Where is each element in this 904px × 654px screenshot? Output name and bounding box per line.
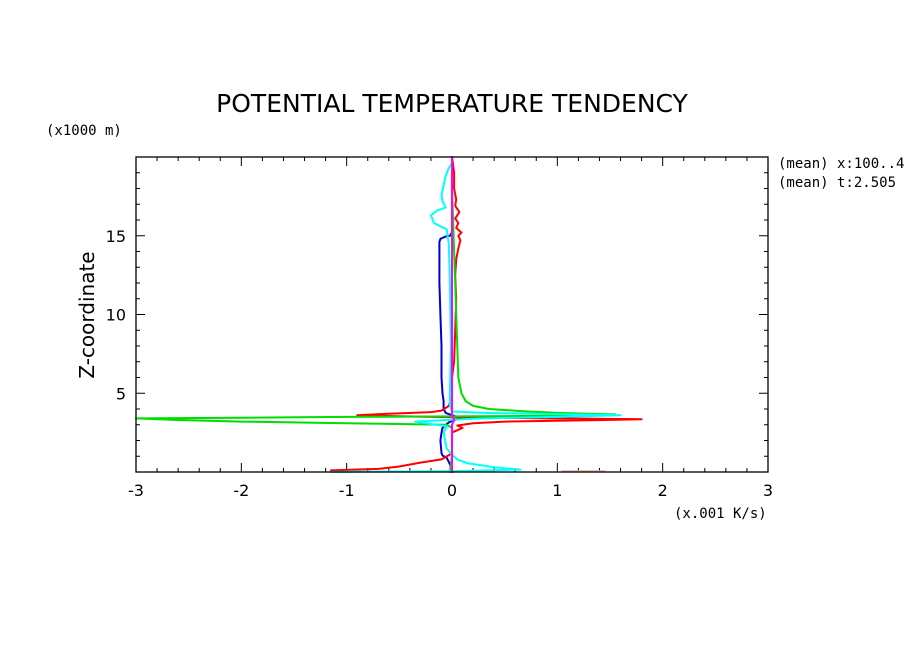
- x-tick-label: 2: [658, 481, 668, 500]
- x-tick-label: 3: [763, 481, 773, 500]
- x-tick-label: -3: [128, 481, 144, 500]
- plot-frame: [135, 156, 769, 473]
- series-line-2: [135, 156, 617, 473]
- x-axis-label: (x.001 K/s): [674, 506, 767, 522]
- annotation-t-mean: (mean) t:2.505: [778, 175, 896, 191]
- x-tick-label: 0: [447, 481, 457, 500]
- x-tick-label: -1: [339, 481, 355, 500]
- y-tick-label: 10: [106, 306, 126, 325]
- series-lines: [135, 156, 643, 473]
- chart-title: POTENTIAL TEMPERATURE TENDENCY: [216, 89, 688, 118]
- y-tick-label: 5: [116, 384, 126, 403]
- tick-labels: -3 -2 -1 0 1 2 3 5 10 15: [106, 227, 773, 500]
- annotation-x-mean: (mean) x:100..4: [778, 156, 904, 172]
- x-tick-label: -2: [233, 481, 249, 500]
- series-line-0: [438, 156, 462, 473]
- y-unit-label: (x1000 m): [46, 123, 122, 139]
- series-line-4: [451, 156, 456, 473]
- y-axis-label: Z-coordinate: [75, 251, 99, 378]
- series-line-3: [329, 162, 622, 473]
- y-tick-label: 15: [106, 227, 126, 246]
- x-tick-label: 1: [552, 481, 562, 500]
